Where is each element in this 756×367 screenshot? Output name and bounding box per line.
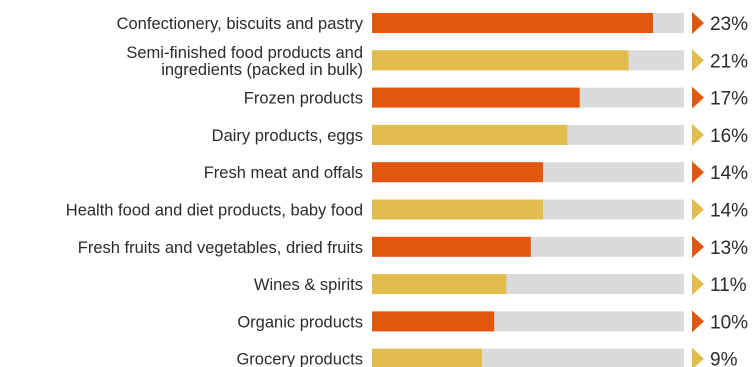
category-label: Dairy products, eggs — [212, 127, 363, 145]
bar — [372, 274, 507, 295]
bar-arrow-marker — [692, 198, 704, 221]
bar — [372, 162, 544, 183]
bar — [372, 348, 482, 367]
value-label: 11% — [710, 275, 747, 296]
bar — [372, 87, 580, 108]
value-label: 23% — [710, 14, 748, 35]
bar-arrow-marker — [692, 235, 704, 258]
bar-arrow-marker — [692, 347, 704, 367]
category-label: Health food and diet products, baby food — [66, 202, 363, 220]
bar-arrow-marker — [692, 273, 704, 296]
category-label: Wines & spirits — [254, 276, 363, 294]
bar — [372, 50, 629, 71]
value-label: 21% — [710, 51, 748, 72]
value-label: 13% — [710, 238, 748, 259]
category-label: Fresh fruits and vegetables, dried fruit… — [78, 239, 363, 257]
category-label: Organic products — [237, 313, 363, 331]
category-label: Confectionery, biscuits and pastry — [117, 15, 364, 33]
bar-arrow-marker — [692, 123, 704, 146]
value-label: 14% — [710, 163, 748, 184]
bar-arrow-marker — [692, 310, 704, 333]
bar-arrow-marker — [692, 86, 704, 109]
value-label: 9% — [710, 350, 738, 367]
value-label: 16% — [710, 126, 748, 147]
bar-arrow-marker — [692, 161, 704, 184]
bar — [372, 236, 531, 257]
bar — [372, 311, 495, 332]
value-label: 10% — [710, 312, 748, 333]
category-label: Frozen products — [244, 90, 363, 108]
bar — [372, 124, 568, 145]
category-label: Grocery products — [236, 351, 363, 367]
bar — [372, 199, 544, 220]
value-label: 14% — [710, 201, 748, 222]
bar-arrow-marker — [692, 49, 704, 72]
category-label: Fresh meat and offals — [204, 164, 363, 182]
bar-arrow-marker — [692, 12, 704, 34]
value-label: 17% — [710, 89, 748, 110]
bar — [372, 13, 653, 33]
category-label: Semi-finished food products and ingredien… — [126, 44, 363, 79]
